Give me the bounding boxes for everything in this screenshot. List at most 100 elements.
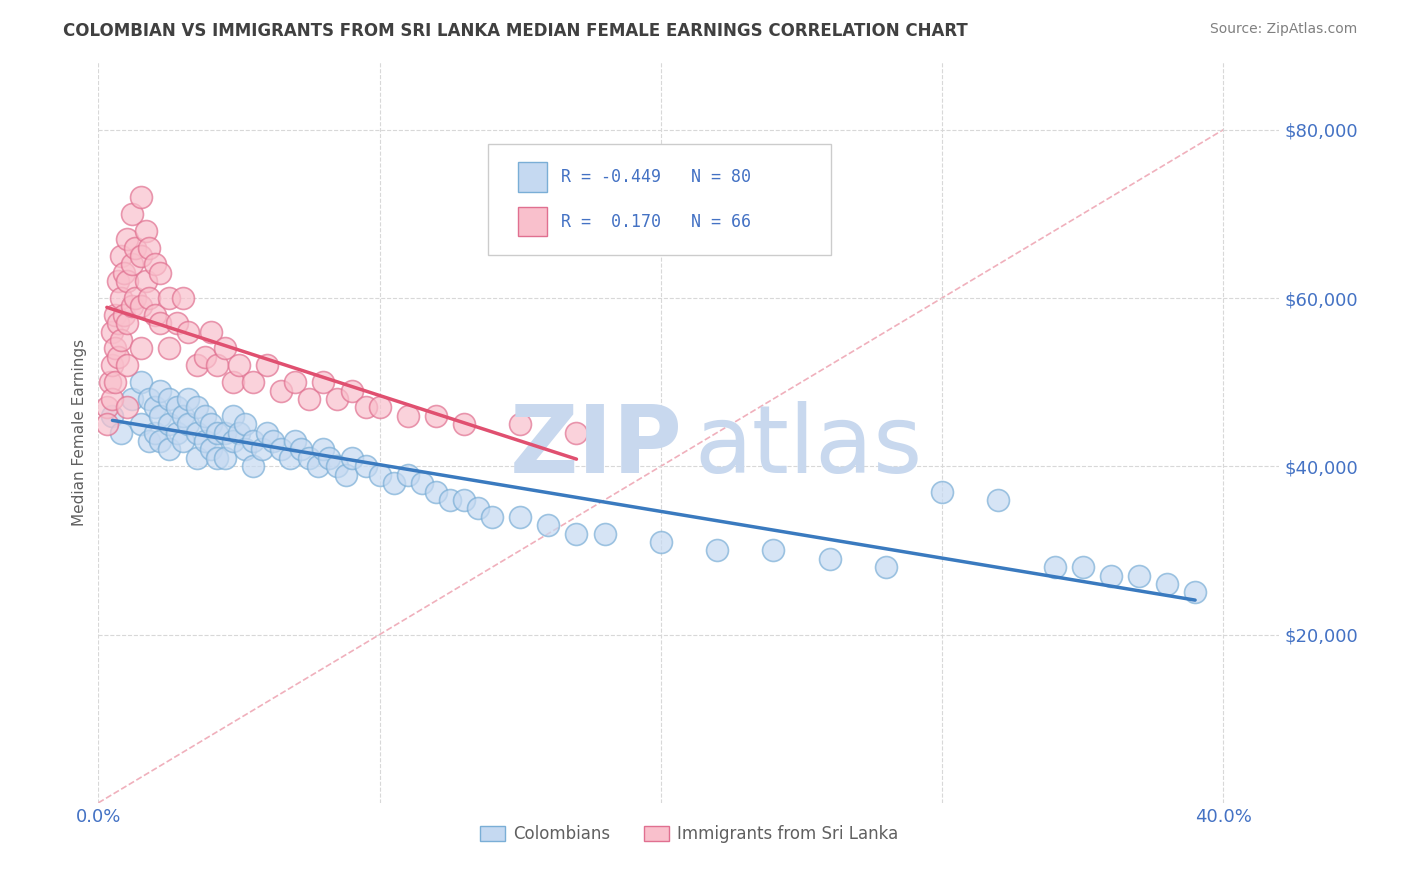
FancyBboxPatch shape: [488, 144, 831, 255]
Text: R = -0.449   N = 80: R = -0.449 N = 80: [561, 169, 751, 186]
Point: [104, 342, 127, 356]
Text: R =  0.170   N = 66: R = 0.170 N = 66: [561, 212, 751, 231]
Point: [121, 257, 143, 271]
Point: [96, 401, 118, 415]
Point: [205, 425, 228, 440]
Point: [129, 375, 152, 389]
Point: [242, 434, 264, 448]
Point: [354, 401, 377, 415]
Point: [121, 207, 143, 221]
Point: [138, 434, 160, 448]
Point: [396, 409, 419, 423]
Point: [157, 442, 180, 457]
Point: [110, 291, 132, 305]
Point: [228, 425, 250, 440]
Point: [1128, 568, 1150, 582]
Point: [290, 442, 312, 457]
Point: [326, 459, 349, 474]
Point: [411, 476, 433, 491]
Point: [157, 392, 180, 406]
Point: [110, 249, 132, 263]
Point: [149, 266, 172, 280]
Point: [307, 459, 329, 474]
Point: [177, 325, 200, 339]
Point: [382, 476, 405, 491]
Point: [107, 274, 129, 288]
Point: [1043, 560, 1066, 574]
Point: [312, 375, 335, 389]
Point: [172, 409, 194, 423]
Point: [149, 316, 172, 330]
FancyBboxPatch shape: [517, 162, 547, 192]
Point: [149, 434, 172, 448]
Point: [124, 291, 146, 305]
Point: [340, 384, 363, 398]
Point: [565, 526, 588, 541]
Point: [931, 484, 953, 499]
Point: [110, 333, 132, 347]
Point: [425, 484, 447, 499]
Point: [453, 492, 475, 507]
Point: [228, 359, 250, 373]
Point: [101, 325, 124, 339]
Point: [481, 509, 503, 524]
Point: [298, 450, 321, 465]
Point: [509, 509, 531, 524]
Point: [453, 417, 475, 432]
Point: [1184, 585, 1206, 599]
Point: [205, 359, 228, 373]
Point: [124, 240, 146, 255]
Point: [121, 392, 143, 406]
Point: [262, 434, 284, 448]
Point: [354, 459, 377, 474]
Point: [222, 375, 245, 389]
Point: [250, 442, 273, 457]
Point: [143, 425, 166, 440]
Point: [157, 417, 180, 432]
Point: [121, 300, 143, 314]
Point: [112, 266, 135, 280]
Point: [194, 434, 217, 448]
Point: [368, 401, 391, 415]
Point: [270, 442, 292, 457]
Point: [129, 342, 152, 356]
Point: [242, 375, 264, 389]
Point: [115, 401, 138, 415]
Text: Source: ZipAtlas.com: Source: ZipAtlas.com: [1209, 22, 1357, 37]
Point: [101, 359, 124, 373]
Point: [335, 467, 357, 482]
Point: [270, 384, 292, 398]
Point: [107, 350, 129, 364]
Point: [439, 492, 461, 507]
Point: [1099, 568, 1122, 582]
Point: [284, 434, 307, 448]
Point: [706, 543, 728, 558]
Point: [115, 232, 138, 246]
Point: [166, 425, 188, 440]
Point: [242, 459, 264, 474]
Point: [318, 450, 340, 465]
Point: [157, 342, 180, 356]
Point: [368, 467, 391, 482]
Point: [233, 417, 256, 432]
Point: [214, 450, 236, 465]
Point: [194, 409, 217, 423]
Point: [509, 417, 531, 432]
Point: [166, 401, 188, 415]
Point: [104, 375, 127, 389]
Point: [177, 417, 200, 432]
Point: [104, 308, 127, 322]
Point: [143, 257, 166, 271]
Point: [194, 350, 217, 364]
Point: [177, 392, 200, 406]
Point: [222, 409, 245, 423]
Point: [565, 425, 588, 440]
Point: [115, 274, 138, 288]
Point: [143, 308, 166, 322]
Point: [115, 359, 138, 373]
Point: [110, 425, 132, 440]
Point: [593, 526, 616, 541]
Point: [284, 375, 307, 389]
Point: [312, 442, 335, 457]
Point: [135, 274, 157, 288]
